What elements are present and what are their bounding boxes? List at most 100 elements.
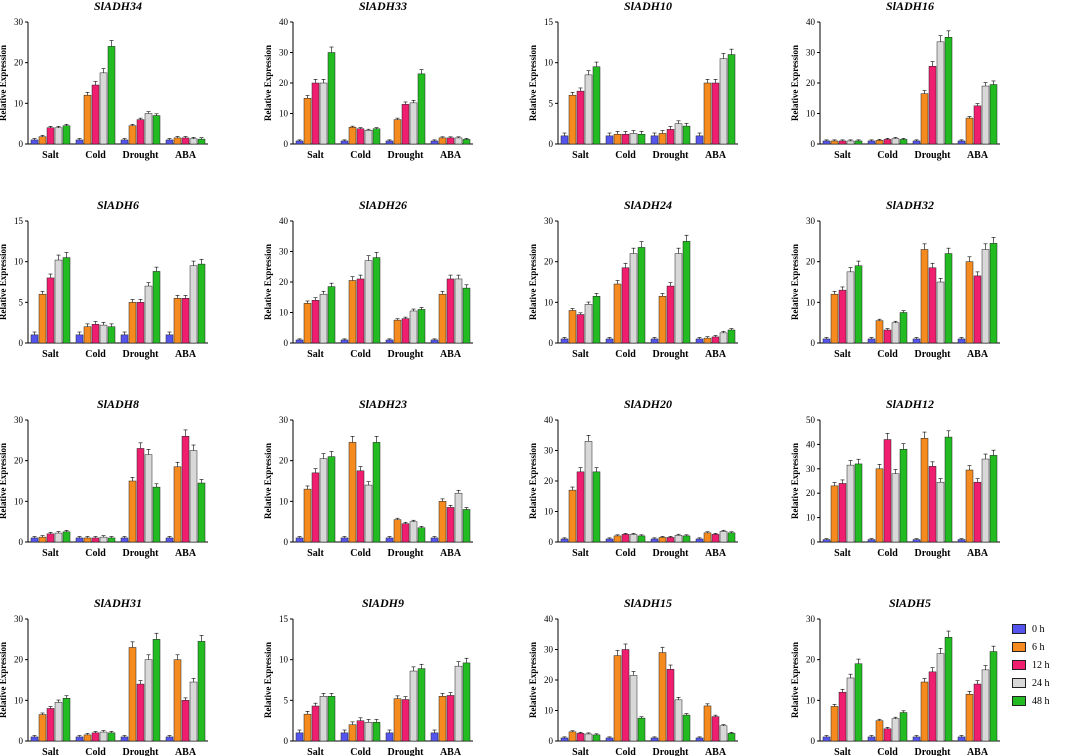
bar-cold-12h <box>621 534 630 543</box>
bar-drought-24h <box>409 670 418 742</box>
bar-aba-12h <box>181 298 190 344</box>
bar-cold-24h <box>891 473 900 543</box>
bar-cold-24h <box>629 133 638 145</box>
x-tick-label: Salt <box>42 150 59 161</box>
y-tick-label: 30 <box>279 415 289 425</box>
bar-salt-6h <box>830 293 839 344</box>
x-tick-label: Cold <box>85 548 106 559</box>
bar-cold-6h <box>875 720 884 742</box>
bar-drought-24h <box>674 123 683 145</box>
y-tick-label: 15 <box>544 17 554 27</box>
bar-aba-6h <box>965 693 974 742</box>
x-tick-label: ABA <box>440 349 462 360</box>
x-tick-label: ABA <box>175 548 197 559</box>
x-tick-label: Cold <box>350 747 371 756</box>
bar-drought-0h <box>120 334 129 344</box>
chart-sladh9: SlADH9 Relative Expression 0 5 10 15 Salt Cold D… <box>263 596 473 756</box>
bar-aba-6h <box>438 137 447 145</box>
chart-title: SlADH8 <box>97 397 139 411</box>
bar-drought-0h <box>385 537 394 543</box>
bar-salt-6h <box>830 140 839 145</box>
x-tick-label: ABA <box>967 747 989 756</box>
x-tick-label: ABA <box>705 747 727 756</box>
bar-aba-48h <box>727 532 736 543</box>
bar-aba-6h <box>438 501 447 543</box>
bar-aba-0h <box>430 537 439 543</box>
bar-aba-12h <box>711 336 720 344</box>
y-axis-label: Relative Expression <box>528 443 538 519</box>
bar-drought-48h <box>944 637 953 742</box>
y-tick-label: 10 <box>544 706 554 716</box>
chart-title: SlADH34 <box>94 0 142 13</box>
bar-aba-12h <box>446 507 455 543</box>
y-tick-label: 0 <box>19 338 24 348</box>
bar-cold-0h <box>75 537 84 543</box>
chart-sladh6: SlADH6 Relative Expression 0 5 10 15 Salt Cold D… <box>0 198 208 360</box>
bar-aba-24h <box>981 669 990 742</box>
y-tick-label: 0 <box>811 139 816 149</box>
bar-salt-12h <box>576 90 585 145</box>
bar-cold-48h <box>899 449 908 543</box>
y-tick-label: 20 <box>279 456 289 466</box>
x-tick-label: Drought <box>388 747 425 756</box>
bar-drought-48h <box>417 309 426 344</box>
legend-swatch-12h <box>1012 660 1026 670</box>
y-tick-label: 10 <box>279 496 289 506</box>
x-tick-label: Cold <box>85 747 106 756</box>
y-axis-label: Relative Expression <box>0 642 8 718</box>
bar-aba-48h <box>462 139 471 145</box>
chart-title: SlADH16 <box>886 0 934 13</box>
bar-salt-12h <box>46 127 55 145</box>
bar-salt-24h <box>54 259 63 344</box>
y-tick-label: 30 <box>279 48 289 58</box>
bar-salt-0h <box>295 732 304 742</box>
y-tick-label: 10 <box>279 109 289 119</box>
y-tick-label: 0 <box>549 338 554 348</box>
bar-cold-0h <box>605 338 614 344</box>
y-tick-label: 20 <box>279 277 289 287</box>
bar-aba-24h <box>454 278 463 344</box>
chart-title: SlADH20 <box>624 397 672 411</box>
chart-sladh34: SlADH34 Relative Expression 0 10 20 30 Salt Col… <box>0 0 208 161</box>
x-tick-label: Cold <box>85 349 106 360</box>
bar-aba-0h <box>165 334 174 344</box>
bar-salt-24h <box>584 304 593 344</box>
x-tick-label: ABA <box>175 349 197 360</box>
bar-salt-6h <box>303 488 312 543</box>
y-axis-label: Relative Expression <box>790 642 800 718</box>
bar-cold-6h <box>613 535 622 543</box>
bar-drought-0h <box>385 339 394 344</box>
bar-drought-24h <box>674 699 683 742</box>
y-tick-label: 20 <box>14 655 24 665</box>
x-tick-label: Cold <box>615 548 636 559</box>
bar-drought-0h <box>912 338 921 344</box>
bar-cold-24h <box>364 260 373 344</box>
bar-drought-0h <box>120 537 129 543</box>
bar-aba-24h <box>719 332 728 344</box>
bar-aba-48h <box>197 482 206 543</box>
bar-drought-0h <box>912 736 921 742</box>
bar-salt-0h <box>295 140 304 145</box>
bar-drought-0h <box>120 736 129 742</box>
bar-aba-48h <box>197 138 206 145</box>
chart-sladh23: SlADH23 Relative Expression 0 10 20 30 Salt Col… <box>263 397 473 559</box>
bar-cold-24h <box>99 72 108 145</box>
bar-cold-24h <box>364 722 373 742</box>
bar-drought-48h <box>682 714 691 742</box>
legend-item-12h: 12 h <box>1012 656 1064 674</box>
bar-aba-24h <box>981 249 990 344</box>
bar-salt-0h <box>30 537 39 543</box>
bar-drought-12h <box>401 104 410 145</box>
bar-aba-12h <box>973 105 982 145</box>
bar-drought-24h <box>936 41 945 145</box>
y-tick-label: 30 <box>544 645 554 655</box>
y-tick-label: 20 <box>806 78 816 88</box>
bar-cold-6h <box>83 326 92 344</box>
bar-cold-24h <box>891 322 900 344</box>
bar-cold-12h <box>91 537 100 543</box>
bar-salt-0h <box>560 737 569 742</box>
bar-cold-6h <box>613 133 622 145</box>
bar-aba-48h <box>989 84 998 145</box>
bar-salt-24h <box>319 82 328 145</box>
y-tick-label: 10 <box>806 695 816 705</box>
